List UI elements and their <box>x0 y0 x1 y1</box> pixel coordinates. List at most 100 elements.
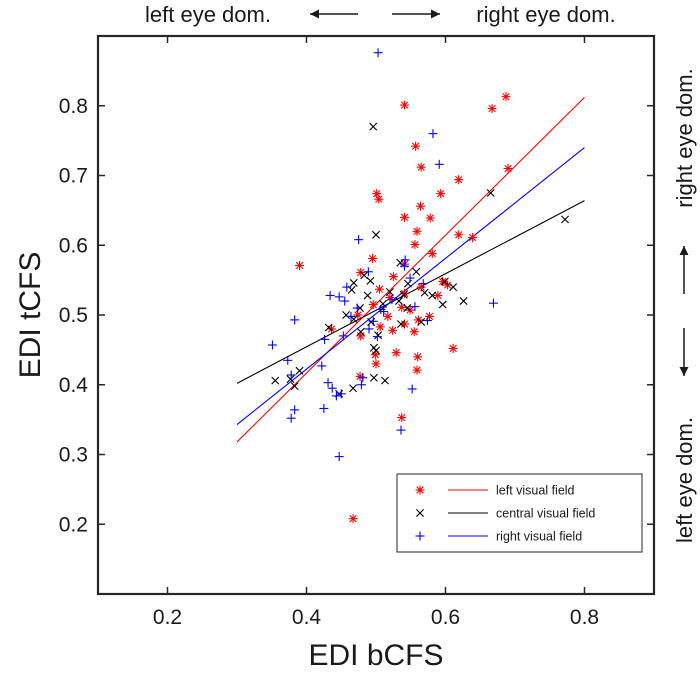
right-point <box>372 332 382 342</box>
central-point <box>399 290 408 299</box>
right-point <box>340 296 350 306</box>
x-tick-label: 0.2 <box>153 606 182 629</box>
top-left-annotation: left eye dom. <box>145 2 271 27</box>
y-tick-label: 0.6 <box>59 234 88 257</box>
up-arrow-icon <box>679 246 689 294</box>
right-point <box>317 361 327 371</box>
left-point <box>425 213 435 223</box>
legend-marker <box>415 531 425 541</box>
right-point <box>352 303 362 313</box>
legend-marker <box>416 509 424 517</box>
left-point <box>413 352 423 362</box>
left-arrow-icon <box>310 9 358 19</box>
central-point <box>295 366 304 375</box>
left-fit-line <box>236 96 585 443</box>
legend-label: central visual field <box>496 507 595 521</box>
central-point <box>372 230 380 239</box>
y-tick-label: 0.8 <box>59 95 88 118</box>
left-point <box>468 233 478 243</box>
right-point <box>283 355 293 365</box>
legend: left visual field central visual field rig… <box>396 473 643 553</box>
x-tick-label: 0.6 <box>431 606 460 629</box>
right-point <box>323 378 333 388</box>
left-point <box>438 277 448 287</box>
down-arrow-icon <box>679 328 689 376</box>
left-point <box>327 324 337 334</box>
left-point <box>503 164 513 174</box>
right-point <box>407 384 417 394</box>
left-point <box>374 194 384 204</box>
central-point <box>349 384 358 393</box>
central-fit-line <box>236 200 585 384</box>
central-point <box>412 267 421 276</box>
central-point <box>290 382 299 391</box>
central-point <box>363 291 372 300</box>
right-point <box>405 273 415 283</box>
right-point <box>290 405 300 415</box>
central-point <box>349 278 358 287</box>
left-point <box>487 104 497 114</box>
right-point <box>379 307 389 317</box>
central-point <box>374 331 383 340</box>
left-point <box>348 514 358 524</box>
central-point <box>438 300 447 309</box>
left-point <box>427 249 437 259</box>
left-point <box>353 310 363 320</box>
right-arrow-icon <box>392 9 440 19</box>
central-point <box>561 215 570 224</box>
central-point <box>397 320 406 329</box>
right-point <box>399 261 409 271</box>
left-point <box>391 348 401 358</box>
central-point <box>403 304 412 313</box>
right-point <box>422 316 432 326</box>
left-point <box>454 175 464 185</box>
right-point <box>358 373 368 383</box>
right-point <box>363 267 373 277</box>
central-point <box>440 277 449 286</box>
left-point <box>448 343 458 353</box>
left-point <box>295 260 305 270</box>
x-tick-label: 0.4 <box>292 606 322 629</box>
right-point <box>334 452 344 462</box>
y-tick-label: 0.4 <box>59 374 89 397</box>
left-point <box>388 325 398 335</box>
right-point <box>356 380 366 390</box>
right-point <box>373 48 383 58</box>
left-point <box>436 189 446 199</box>
central-point <box>271 376 280 385</box>
data-points <box>267 48 570 524</box>
right-point <box>418 279 428 289</box>
top-right-annotation: right eye dom. <box>476 2 615 27</box>
left-point <box>412 226 422 236</box>
legend-label: right visual field <box>496 530 582 544</box>
y-tick-label: 0.3 <box>59 444 88 467</box>
legend-marker <box>415 485 425 495</box>
y-tick-label: 0.2 <box>59 513 88 536</box>
right-point <box>267 340 277 350</box>
y-tick-label: 0.7 <box>59 165 88 188</box>
left-point <box>397 413 407 423</box>
left-point <box>374 284 384 294</box>
right-point <box>286 370 296 380</box>
central-point <box>366 276 375 285</box>
left-point <box>415 201 425 211</box>
left-point <box>410 240 420 250</box>
left-point <box>368 300 378 310</box>
right-point <box>331 391 341 401</box>
y-axis-ticks: 0.2 0.3 0.4 0.5 0.6 0.7 0.8 <box>59 95 654 536</box>
y-tick-label: 0.5 <box>59 304 88 327</box>
x-axis-ticks: 0.2 0.4 0.6 0.8 <box>153 36 599 629</box>
left-point <box>375 322 385 332</box>
central-point <box>385 287 394 296</box>
right-point <box>364 324 374 334</box>
left-point <box>399 100 409 110</box>
central-point <box>428 291 437 300</box>
right-point <box>325 290 335 300</box>
central-point <box>324 323 333 332</box>
left-point <box>425 311 435 321</box>
left-point <box>416 162 426 172</box>
left-point <box>356 331 366 341</box>
left-point <box>501 92 511 102</box>
right-point <box>338 331 348 341</box>
central-point <box>420 288 429 297</box>
